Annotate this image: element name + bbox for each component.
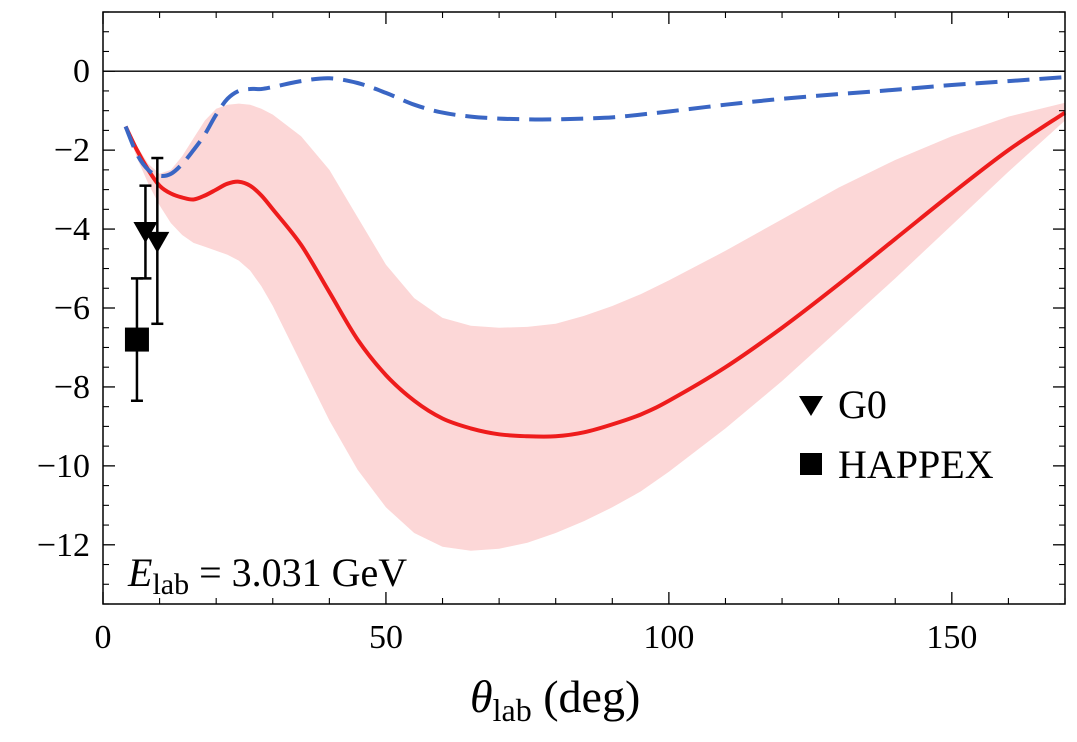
data-point-happex-2: [124, 277, 149, 402]
y-tick-label: −6: [54, 290, 90, 327]
x-axis-label: θlab (deg): [470, 671, 640, 728]
y-tick-label: −10: [37, 448, 90, 485]
x-tick-label: 50: [369, 619, 403, 656]
energy-annotation: Elab = 3.031 GeV: [127, 550, 407, 601]
legend-square-marker: [800, 453, 822, 475]
data-point-g0-1: [145, 156, 170, 326]
square-marker: [124, 327, 149, 352]
y-tick-label: −4: [54, 211, 90, 248]
legend-triangle-marker: [799, 396, 823, 416]
y-tick-label: −12: [37, 527, 90, 564]
triangle-down-marker: [133, 222, 158, 244]
x-axis-subscript: lab: [493, 692, 532, 728]
y-tick-label: 0: [73, 53, 90, 90]
x-tick-label: 100: [643, 619, 694, 656]
legend-label-happex: HAPPEX: [838, 442, 994, 487]
x-axis-unit: (deg): [532, 671, 641, 722]
uncertainty-band-layer: [125, 102, 1066, 551]
triangle-down-marker: [145, 231, 170, 253]
tick-labels: 0 50 100 150 0 −2 −4 −6 −8 −10 −12: [37, 53, 978, 656]
legend-label-g0: G0: [838, 382, 887, 427]
y-tick-label: −2: [54, 132, 90, 169]
data-points-layer: [124, 156, 170, 402]
axis-ticks: [102, 11, 1066, 605]
series-line-solid: [123, 110, 1067, 439]
x-tick-label: 0: [95, 619, 112, 656]
annotation-rest: = 3.031 GeV: [189, 550, 407, 595]
x-tick-label: 150: [926, 619, 977, 656]
uncertainty-band: [125, 102, 1066, 551]
series-layer: [123, 75, 1067, 439]
series-line-dashed: [123, 75, 1066, 179]
annotation-subscript: lab: [152, 568, 189, 601]
legend: G0 HAPPEX: [799, 382, 994, 487]
y-tick-label: −8: [54, 369, 90, 406]
x-axis-symbol: θ: [470, 671, 493, 722]
annotation-symbol: E: [127, 550, 152, 595]
